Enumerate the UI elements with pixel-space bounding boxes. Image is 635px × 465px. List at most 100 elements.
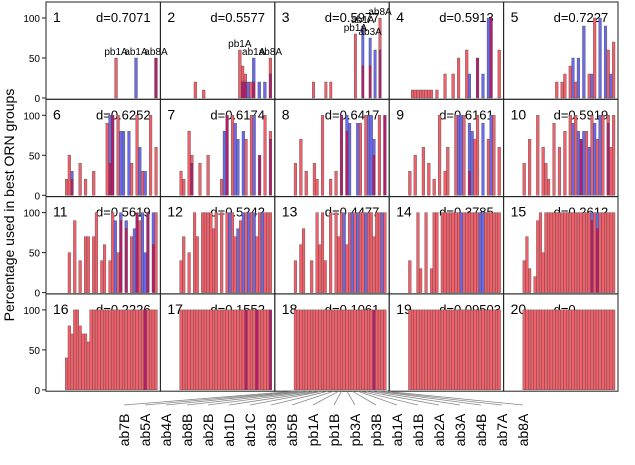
bar-set-a [130, 309, 134, 391]
bar-set-a [467, 309, 471, 391]
bar-set-a [266, 212, 270, 293]
bar-set-b [113, 220, 117, 293]
bar-set-a [337, 236, 341, 293]
bar-set-a [187, 131, 191, 196]
bar-set-a [603, 212, 608, 293]
bar-annotation: ab8A [368, 7, 392, 18]
bar-overlap [244, 309, 248, 391]
bar-set-a [184, 309, 188, 391]
leader-line [312, 390, 339, 406]
bar-overlap [361, 65, 365, 99]
bar-overlap [268, 309, 272, 391]
leader-line [207, 390, 315, 406]
bar-overlap [225, 115, 229, 196]
bar-set-a [563, 73, 567, 99]
bar-set-a [195, 309, 199, 391]
bar-set-a [220, 179, 224, 196]
bar-set-a [329, 81, 333, 99]
bar-set-a [429, 89, 434, 99]
category-label: ab8B [179, 414, 195, 447]
bar-set-a [339, 309, 344, 391]
panel-8: 8 d=0.6417 [274, 98, 390, 198]
bar-set-a [310, 260, 314, 293]
bar-set-b [478, 212, 482, 293]
panel-number: 15 [511, 204, 527, 220]
bar-set-a [446, 212, 450, 293]
bar-set-a [138, 309, 142, 391]
bar-set-b [119, 131, 123, 196]
bar-set-a [372, 236, 376, 293]
bar-set-a [315, 212, 319, 293]
bar-set-b [459, 115, 463, 196]
bar-set-a [195, 236, 199, 293]
bar-set-a [220, 212, 224, 293]
panel-number: 6 [53, 106, 61, 122]
bar-set-a [413, 89, 417, 99]
bar-set-a [299, 309, 303, 391]
bar-set-a [154, 212, 158, 293]
y-tick-label: 0 [34, 94, 40, 105]
bar-set-a [571, 309, 575, 391]
bar-set-a [350, 309, 354, 391]
bar-set-a [451, 212, 455, 293]
category-label: ab8A [515, 413, 531, 446]
y-tick-label: 100 [23, 111, 40, 122]
leader-line [333, 391, 342, 406]
bar-set-a [601, 115, 605, 196]
bar-set-b [367, 115, 371, 196]
panel-distance: d=0.5577 [210, 10, 265, 25]
category-label: ab2B [200, 414, 216, 447]
bar-set-a [408, 171, 412, 196]
bar-set-a [528, 268, 532, 293]
bar-overlap [339, 115, 344, 196]
panel-distance: d=0.5242 [210, 205, 265, 220]
bar-set-a [427, 163, 431, 196]
bar-overlap [476, 57, 480, 99]
y-axis-label: Percentage used in best ORN groups [1, 89, 17, 322]
bar-set-a [473, 139, 477, 196]
bar-set-a [609, 212, 613, 293]
bar-set-a [154, 147, 158, 196]
bar-set-a [438, 309, 442, 391]
bar-overlap [345, 131, 349, 196]
bar-set-a [244, 212, 248, 293]
bar-overlap [252, 81, 256, 99]
bar-set-a [193, 81, 197, 99]
bar-set-a [67, 155, 71, 196]
bar-set-a [416, 309, 420, 391]
bar-set-a [182, 309, 186, 391]
bar-set-a [114, 57, 118, 99]
leader-line [186, 390, 310, 406]
bar-overlap [268, 73, 272, 99]
panel-distance: d=0.7071 [96, 10, 151, 25]
bar-set-a [538, 309, 543, 391]
category-label: ab1A [389, 413, 405, 446]
bar-set-a [337, 309, 341, 391]
bar-set-a [146, 309, 150, 391]
panel-number: 9 [396, 106, 404, 122]
bar-set-b [140, 212, 145, 293]
bar-set-a [243, 73, 247, 83]
bar-set-b [345, 115, 349, 132]
bar-set-a [367, 212, 371, 293]
bar-set-a [103, 244, 107, 293]
bar-set-a [187, 309, 191, 391]
bar-set-a [446, 147, 450, 196]
bar-set-a [258, 212, 262, 293]
bar-set-a [105, 123, 109, 196]
bar-set-a [97, 309, 101, 391]
bar-set-a [609, 147, 613, 196]
category-label: ab1C [242, 413, 258, 446]
bar-set-a [587, 212, 591, 293]
bar-set-a [432, 179, 436, 196]
bar-set-a [138, 220, 142, 293]
bar-set-a [443, 309, 447, 391]
bar-set-a [587, 73, 591, 99]
bar-overlap [154, 57, 158, 99]
panel-6: 6 d=0.6252 0 50 100 [23, 98, 161, 202]
bar-set-a [304, 309, 308, 391]
bar-overlap [135, 212, 139, 293]
